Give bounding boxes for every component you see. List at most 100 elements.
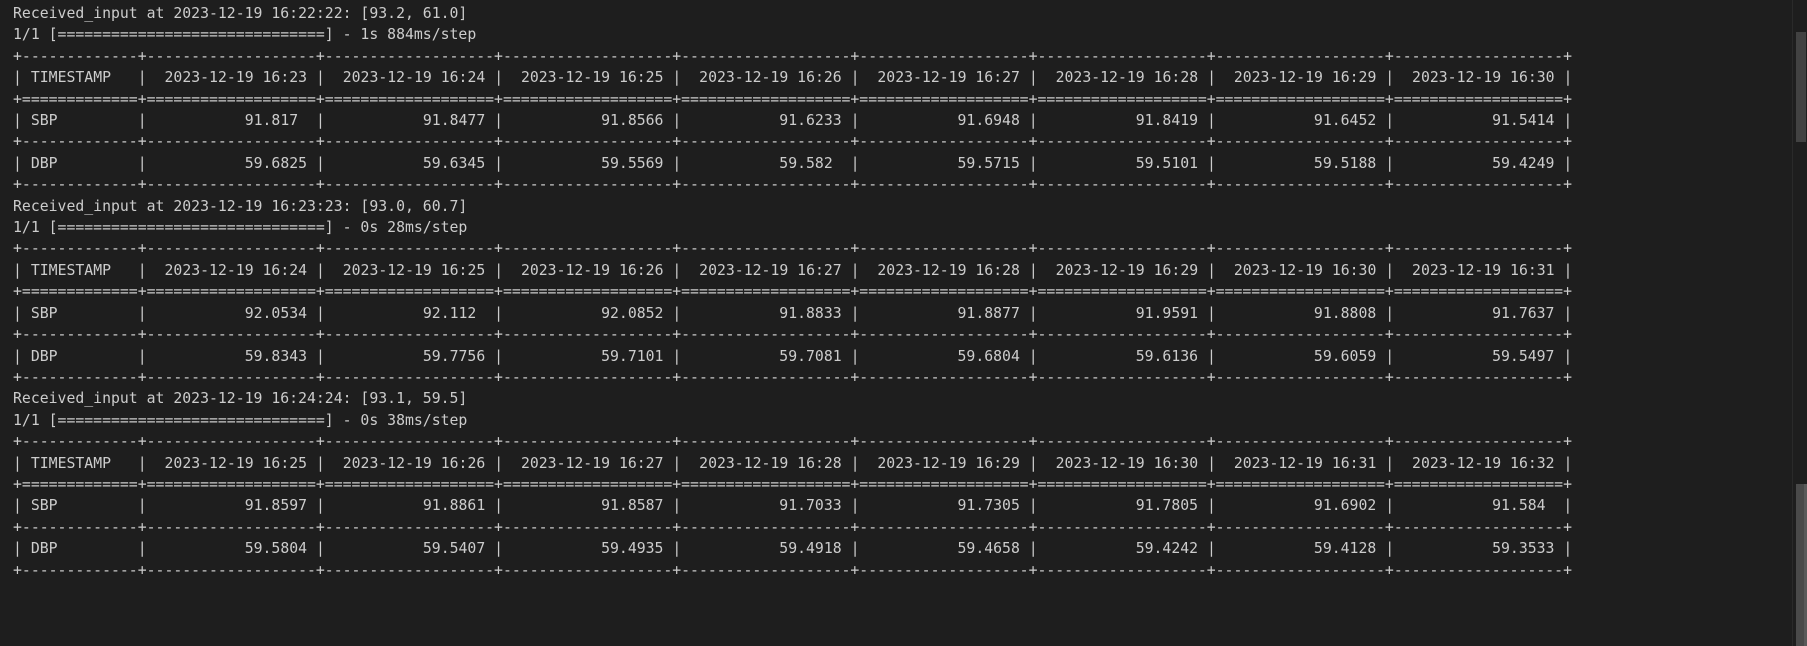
table-border: +-------------+-------------------+-----… (13, 561, 1572, 579)
terminal-output[interactable]: Received_input at 2023-12-19 16:22:22: [… (13, 3, 1572, 581)
column-divider: | (672, 154, 682, 172)
row-label: DBP (30, 154, 58, 172)
column-divider: | (672, 304, 682, 322)
column-divider: | (315, 347, 325, 365)
table-row-sbp: | SBP | 92.0534 | 92.112 | 92.0852 | 91.… (13, 305, 1572, 322)
column-divider: | (850, 112, 860, 130)
column-divider: | (315, 304, 325, 322)
column-divider: | (13, 154, 22, 172)
table-header-row: | TIMESTAMP | 2023-12-19 16:23 | 2023-12… (13, 69, 1572, 86)
column-divider: | (1563, 261, 1573, 279)
table-cell: 59.5569 (601, 154, 664, 172)
table-header-timestamp: 2023-12-19 16:25 (342, 261, 486, 279)
table-cell: 91.9591 (1135, 304, 1199, 322)
table-cell: 59.4918 (779, 540, 842, 558)
row-label: DBP (30, 540, 58, 558)
table-header-label: TIMESTAMP (30, 69, 112, 87)
column-divider: | (315, 69, 325, 87)
column-divider: | (13, 454, 22, 472)
table-header-timestamp: 2023-12-19 16:25 (164, 454, 308, 472)
column-divider: | (1028, 261, 1038, 279)
table-header-timestamp: 2023-12-19 16:32 (1412, 454, 1555, 472)
table-cell: 91.8587 (601, 497, 664, 515)
table-cell: 59.4249 (1492, 154, 1555, 172)
column-divider: | (1206, 347, 1216, 365)
column-divider: | (1385, 454, 1395, 472)
table-header-timestamp: 2023-12-19 16:26 (699, 69, 842, 87)
table-border: +-------------+-------------------+-----… (13, 326, 1572, 344)
table-row-dbp: | DBP | 59.6825 | 59.6345 | 59.5569 | 59… (13, 155, 1572, 172)
column-divider: | (137, 347, 147, 365)
table-header-timestamp: 2023-12-19 16:29 (1055, 261, 1199, 279)
table-cell: 59.5407 (422, 540, 486, 558)
column-divider: | (1028, 540, 1038, 558)
scrollbar-thumb[interactable] (1796, 484, 1806, 646)
table-header-timestamp: 2023-12-19 16:28 (699, 454, 842, 472)
column-divider: | (315, 454, 325, 472)
column-divider: | (137, 540, 147, 558)
table-row-dbp: | DBP | 59.8343 | 59.7756 | 59.7101 | 59… (13, 348, 1572, 365)
column-divider: | (1028, 497, 1038, 515)
column-divider: | (137, 112, 147, 130)
column-divider: | (315, 261, 325, 279)
table-cell: 92.0852 (601, 304, 664, 322)
table-cell: 59.6345 (422, 154, 486, 172)
table-cell: 91.8833 (779, 304, 842, 322)
column-divider: | (1028, 69, 1038, 87)
column-divider: | (1206, 497, 1216, 515)
table-border: +-------------+-------------------+-----… (13, 433, 1572, 451)
column-divider: | (494, 261, 504, 279)
table-cell: 91.8477 (422, 112, 486, 130)
column-divider: | (1563, 304, 1573, 322)
vertical-scrollbar[interactable] (1792, 0, 1807, 646)
column-divider: | (850, 261, 860, 279)
table-cell: 91.6948 (957, 112, 1020, 130)
column-divider: | (13, 69, 22, 87)
table-border: +-------------+-------------------+-----… (13, 47, 1572, 65)
table-header-timestamp: 2023-12-19 16:28 (1055, 69, 1199, 87)
table-cell: 91.8877 (957, 304, 1020, 322)
column-divider: | (1385, 112, 1395, 130)
table-header-separator: +=============+===================+=====… (13, 90, 1572, 108)
column-divider: | (850, 304, 860, 322)
progress-line: 1/1 [==============================] - 1… (13, 26, 477, 44)
column-divider: | (494, 112, 504, 130)
table-cell: 91.7805 (1135, 497, 1199, 515)
table-header-timestamp: 2023-12-19 16:24 (164, 261, 308, 279)
scrollbar-thumb-upper[interactable] (1796, 32, 1806, 142)
column-divider: | (13, 347, 22, 365)
status-line: Received_input at 2023-12-19 16:22:22: [… (13, 5, 468, 22)
column-divider: | (1563, 497, 1573, 515)
table-cell: 91.8861 (422, 497, 486, 515)
table-row-dbp: | DBP | 59.5804 | 59.5407 | 59.4935 | 59… (13, 540, 1572, 557)
column-divider: | (1385, 261, 1395, 279)
table-border: +-------------+-------------------+-----… (13, 176, 1572, 194)
table-header-timestamp: 2023-12-19 16:29 (877, 454, 1020, 472)
column-divider: | (1385, 304, 1395, 322)
table-cell: 59.5804 (244, 540, 308, 558)
table-cell: 59.5497 (1492, 347, 1555, 365)
column-divider: | (1385, 69, 1395, 87)
column-divider: | (1206, 154, 1216, 172)
column-divider: | (137, 304, 147, 322)
column-divider: | (672, 112, 682, 130)
table-cell: 59.6136 (1135, 347, 1199, 365)
table-cell: 91.7637 (1492, 304, 1555, 322)
column-divider: | (1206, 304, 1216, 322)
table-cell: 59.7081 (779, 347, 842, 365)
table-border: +-------------+-------------------+-----… (13, 518, 1572, 536)
table-header-row: | TIMESTAMP | 2023-12-19 16:24 | 2023-12… (13, 262, 1572, 279)
table-row-sbp: | SBP | 91.8597 | 91.8861 | 91.8587 | 91… (13, 497, 1572, 514)
table-cell: 91.5414 (1492, 112, 1555, 130)
table-cell: 92.112 (422, 304, 477, 322)
column-divider: | (494, 347, 504, 365)
progress-line: 1/1 [==============================] - 0… (13, 219, 468, 237)
table-cell: 59.4242 (1135, 540, 1199, 558)
column-divider: | (1206, 540, 1216, 558)
column-divider: | (137, 69, 147, 87)
table-header-row: | TIMESTAMP | 2023-12-19 16:25 | 2023-12… (13, 455, 1572, 472)
column-divider: | (13, 112, 22, 130)
column-divider: | (1385, 497, 1395, 515)
column-divider: | (1385, 540, 1395, 558)
